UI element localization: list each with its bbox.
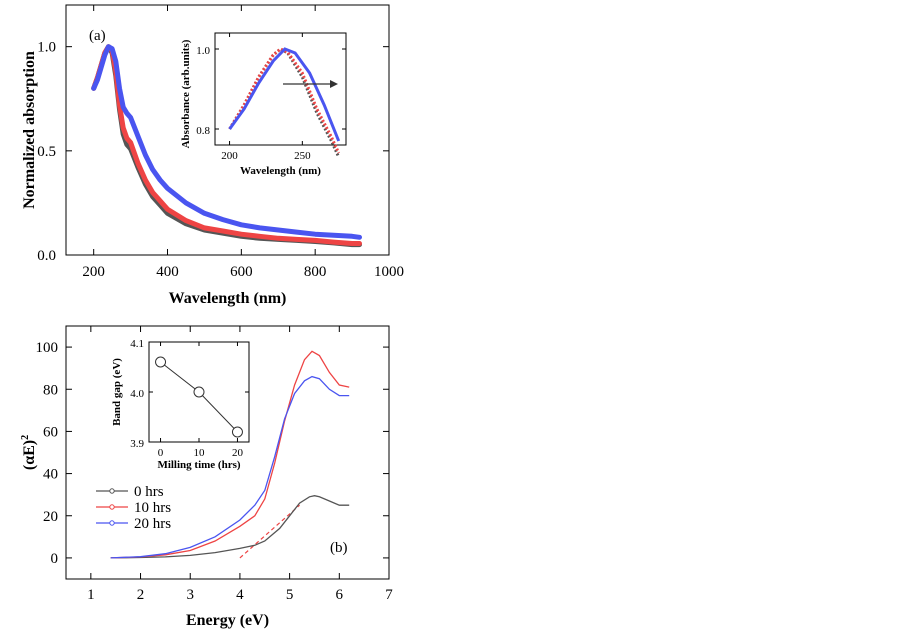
x-tick-label: 1000: [374, 264, 404, 280]
x-tick-label: 600: [230, 264, 253, 280]
legend-label-10-hrs: 10 hrs: [134, 500, 171, 516]
x-axis-label: Energy (eV): [186, 612, 269, 629]
y-tick-label: 1.0: [37, 40, 56, 56]
legend-label-20-hrs: 20 hrs: [134, 516, 171, 532]
y-tick-label: 4.1: [130, 338, 144, 350]
tauc-fit-line: [239, 504, 300, 559]
y-tick-label: 60: [43, 424, 58, 440]
x-tick-label: 5: [286, 587, 294, 603]
inset-a: 200 250 0.8 1.0 Wavelength (nm) Absorbance (a…: [180, 32, 347, 177]
y-tick-label: 40: [43, 467, 58, 483]
y-tick-label: 1.0: [196, 45, 210, 57]
x-tick-label: 200: [82, 264, 105, 280]
legend-marker-10-hrs: [109, 504, 115, 510]
y-tick-label: 100: [36, 340, 59, 356]
x-tick-label: 800: [304, 264, 327, 280]
y-tick-label: 0.0: [37, 248, 56, 264]
x-tick-label: 20: [232, 447, 244, 459]
y-tick-label: 80: [43, 382, 58, 398]
panel-label-b: (b): [330, 540, 348, 556]
x-tick-label: 10: [194, 447, 206, 459]
legend-label-0-hrs: 0 hrs: [134, 484, 164, 500]
y-axis-label-superscript: 2: [20, 435, 31, 440]
x-tick-label: 2: [137, 587, 145, 603]
plot-frame: [214, 32, 347, 146]
y-tick-label: 0.8: [196, 125, 210, 137]
x-tick-label: 7: [385, 587, 393, 603]
inset-x-axis-label: Wavelength (nm): [240, 165, 321, 177]
y-axis-label: (αE)2: [20, 435, 38, 470]
inset-x-axis-label: Milling time (hrs): [157, 459, 240, 471]
series-line-20-hrs: [91, 44, 362, 240]
y-tick-label: 4.0: [130, 388, 144, 400]
inset-data-point: [193, 386, 205, 398]
x-axis-label: Wavelength (nm): [169, 290, 287, 307]
x-tick-label: 0: [158, 447, 164, 459]
inset-series-line-20-hrs: [228, 47, 341, 142]
y-axis-label: Normalized absorption: [21, 51, 38, 209]
x-tick-label: 6: [336, 587, 344, 603]
plot-frame: [65, 4, 390, 256]
legend-marker-0-hrs: [109, 488, 115, 494]
plot-frame: [65, 325, 390, 580]
y-tick-label: 20: [43, 509, 58, 525]
series-line-10-hrs: [110, 350, 350, 559]
inset-y-axis-label: Band gap (eV): [111, 358, 123, 426]
x-tick-label: 4: [236, 587, 244, 603]
chart-a: 200 400 600 800 1000 0.0 0.5 1.0 (a) Wavelength (…: [21, 4, 404, 307]
legend-marker-20-hrs: [109, 520, 115, 526]
x-tick-label: 200: [221, 150, 238, 162]
inset-data-point: [155, 356, 167, 368]
x-tick-label: 400: [156, 264, 179, 280]
series-line-0-hrs: [110, 495, 350, 559]
x-tick-label: 1: [87, 587, 95, 603]
y-tick-label: 3.9: [130, 438, 144, 450]
y-axis-label-text: (αE): [21, 440, 38, 470]
x-tick-label: 250: [294, 150, 311, 162]
panel-label-a: (a): [89, 28, 106, 44]
inset-y-axis-label: Absorbance (arb.units): [180, 39, 192, 148]
inset-data-point: [231, 426, 243, 438]
series-line-20-hrs: [110, 375, 350, 559]
shift-arrow-head: [330, 80, 338, 88]
inset-b: 0 10 20 3.9 4.0 4.1 Milling time (hrs) Band gap…: [111, 338, 250, 471]
y-tick-label: 0.5: [37, 144, 56, 160]
x-tick-label: 3: [186, 587, 194, 603]
y-tick-label: 0: [51, 551, 59, 567]
